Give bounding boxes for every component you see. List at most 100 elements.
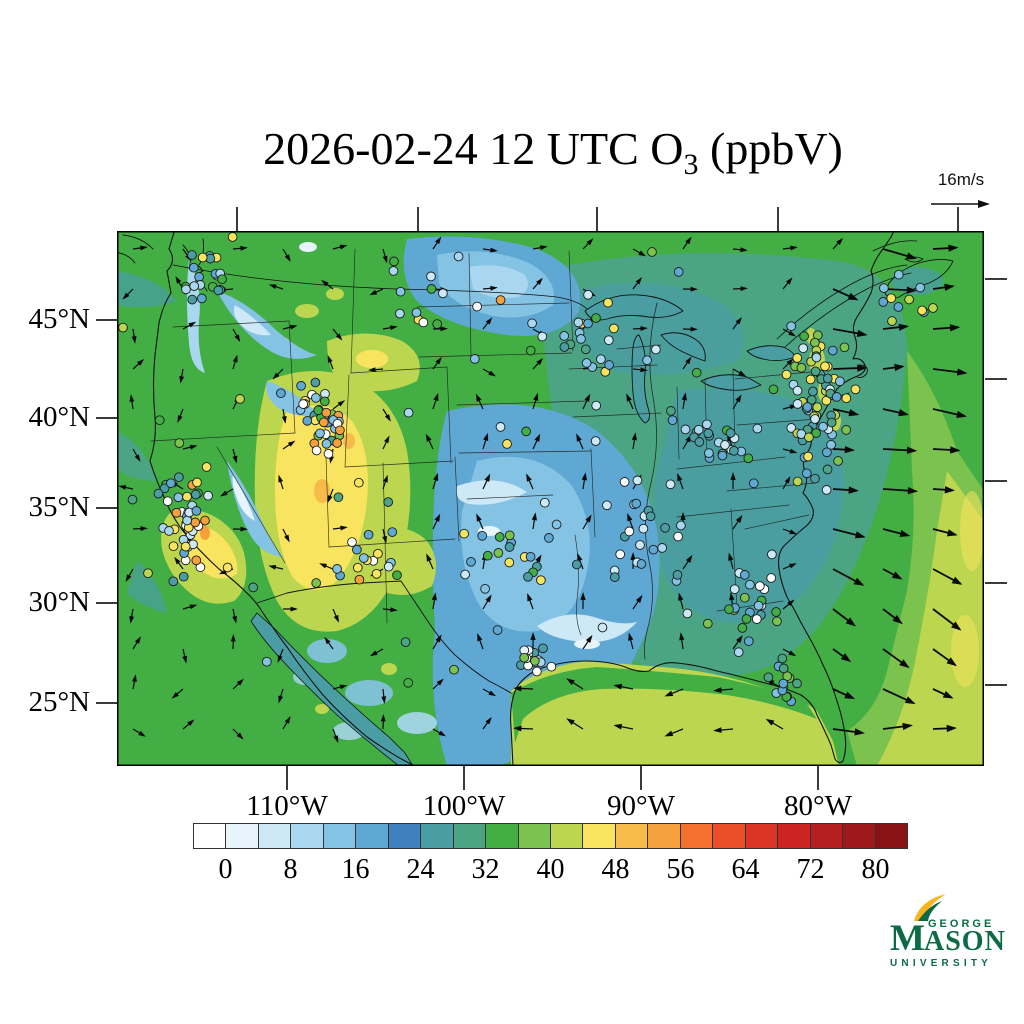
wind-arrow-icon bbox=[904, 696, 916, 704]
station-observation-dot bbox=[737, 623, 748, 633]
wind-arrow-icon bbox=[685, 356, 692, 365]
wind-arrow-icon bbox=[278, 474, 284, 483]
station-observation-dot bbox=[648, 544, 659, 555]
wind-arrow-icon bbox=[426, 553, 432, 562]
station-observation-dot bbox=[604, 360, 614, 370]
station-observation-dot bbox=[521, 426, 531, 437]
wind-reference-arrow-icon bbox=[931, 200, 990, 208]
station-observation-dot bbox=[315, 428, 325, 439]
wind-arrow-icon bbox=[179, 375, 185, 384]
station-observation-dot bbox=[665, 479, 676, 490]
wind-arrow-icon bbox=[527, 593, 533, 602]
right-lat-tick bbox=[985, 480, 1007, 482]
station-observation-dot bbox=[371, 568, 382, 579]
station-observation-dot bbox=[494, 532, 505, 542]
colorbar-cell bbox=[453, 824, 487, 848]
colorbar-cell bbox=[875, 824, 907, 848]
wind-arrow-icon bbox=[187, 719, 195, 727]
station-observation-dot bbox=[748, 478, 759, 489]
station-observation-dot bbox=[400, 637, 411, 647]
wind-arrow-icon bbox=[730, 472, 736, 480]
wind-arrow-icon bbox=[949, 324, 961, 332]
wind-arrow-icon bbox=[382, 255, 388, 264]
wind-arrow-icon bbox=[630, 552, 636, 560]
wind-arrow-icon bbox=[321, 279, 329, 287]
station-observation-dot bbox=[525, 345, 536, 356]
wind-arrow-icon bbox=[906, 252, 917, 260]
station-observation-dot bbox=[792, 399, 803, 409]
station-observation-dot bbox=[821, 485, 832, 495]
station-observation-dot bbox=[432, 319, 443, 329]
station-observation-dot bbox=[798, 343, 809, 354]
station-observation-dot bbox=[631, 498, 642, 509]
station-observation-dot bbox=[532, 666, 542, 677]
station-observation-dot bbox=[187, 294, 198, 305]
station-observation-dot bbox=[799, 331, 809, 342]
top-lon-tick bbox=[596, 207, 598, 231]
station-observation-dot bbox=[745, 579, 755, 590]
station-observation-dot bbox=[321, 407, 332, 418]
wind-arrow-icon bbox=[530, 632, 536, 640]
station-observation-dot bbox=[173, 492, 184, 503]
station-observation-dot bbox=[822, 464, 833, 475]
station-observation-dot bbox=[583, 289, 593, 300]
wind-arrow-icon bbox=[333, 735, 339, 744]
wind-arrow-icon bbox=[956, 410, 967, 418]
wind-arrow-icon bbox=[287, 440, 296, 447]
station-observation-dot bbox=[538, 643, 548, 654]
wind-arrow-icon bbox=[438, 730, 447, 737]
wind-arrow-icon bbox=[735, 394, 742, 403]
station-observation-dot bbox=[523, 571, 533, 582]
station-observation-dot bbox=[803, 451, 813, 462]
lon-label: 100°W bbox=[422, 790, 506, 822]
station-observation-dot bbox=[222, 562, 233, 573]
left-lat-tick bbox=[96, 417, 117, 419]
wind-arrow-icon bbox=[425, 433, 432, 442]
station-observation-dot bbox=[182, 491, 192, 502]
wind-arrow-icon bbox=[950, 446, 961, 454]
wind-arrow-icon bbox=[488, 370, 497, 377]
station-observation-dot bbox=[311, 445, 322, 456]
station-observation-dot bbox=[841, 393, 852, 404]
colorbar-cell bbox=[745, 824, 779, 848]
station-observation-dot bbox=[319, 396, 330, 407]
contour-map bbox=[117, 228, 1019, 767]
wind-arrow-icon bbox=[635, 594, 643, 603]
colorbar-cell bbox=[843, 824, 876, 848]
wind-arrow-icon bbox=[484, 473, 491, 482]
wind-arrow-icon bbox=[132, 674, 137, 683]
plot-title: 2026-02-24 12 UTC O3 (ppbV) bbox=[263, 122, 843, 182]
wind-arrow-icon bbox=[956, 368, 968, 376]
wind-arrow-icon bbox=[434, 513, 441, 522]
wind-arrow-icon bbox=[677, 473, 683, 482]
colorbar-cell bbox=[778, 824, 811, 848]
station-observation-dot bbox=[187, 250, 197, 260]
wind-arrow-icon bbox=[284, 254, 291, 262]
station-observation-dot bbox=[752, 423, 763, 434]
left-lat-tick bbox=[96, 319, 117, 321]
station-observation-dot bbox=[766, 573, 777, 583]
wind-arrow-icon bbox=[431, 592, 437, 601]
wind-arrow-icon bbox=[789, 448, 798, 454]
colorbar-tick-label: 0 bbox=[218, 854, 233, 885]
wind-arrow-icon bbox=[138, 730, 146, 737]
wind-arrow-icon bbox=[847, 292, 859, 301]
wind-arrow-icon bbox=[735, 514, 743, 523]
wind-arrow-icon bbox=[681, 392, 687, 401]
station-observation-dot bbox=[213, 285, 224, 296]
station-observation-dot bbox=[822, 373, 833, 384]
wind-arrow-icon bbox=[566, 718, 575, 726]
station-observation-dot bbox=[767, 549, 777, 560]
wind-arrow-icon bbox=[232, 354, 238, 363]
wind-arrow-icon bbox=[576, 433, 582, 442]
wind-arrow-icon bbox=[435, 236, 442, 245]
station-observation-dot bbox=[418, 317, 429, 328]
wind-arrow-icon bbox=[680, 512, 686, 520]
station-observation-dot bbox=[504, 542, 515, 552]
wind-arrow-icon bbox=[789, 529, 798, 535]
wind-arrow-icon bbox=[268, 284, 277, 290]
station-observation-dot bbox=[729, 584, 740, 595]
wind-arrow-icon bbox=[319, 563, 327, 569]
wind-arrow-icon bbox=[946, 724, 957, 733]
station-observation-dot bbox=[810, 414, 820, 424]
